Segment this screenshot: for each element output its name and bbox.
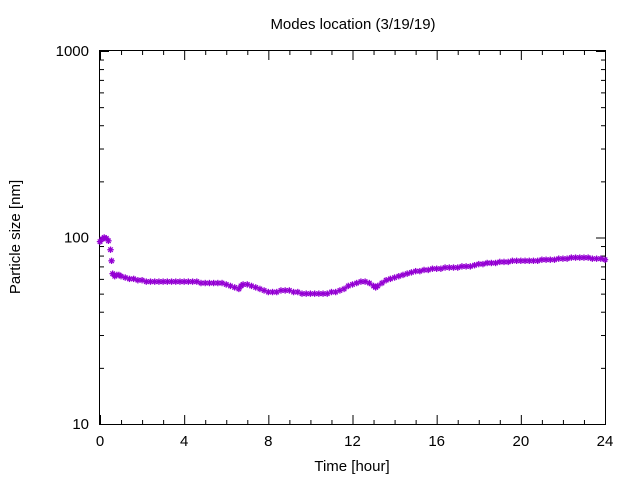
data-point [366, 279, 373, 287]
data-point [239, 281, 247, 288]
x-tick-label: 20 [512, 433, 529, 450]
x-axis-label: Time [hour] [314, 458, 389, 475]
data-point [107, 246, 114, 253]
x-tick-label: 4 [180, 433, 188, 450]
data-point [108, 257, 115, 265]
x-tick-label: 12 [344, 433, 361, 450]
x-tick-label: 16 [428, 433, 445, 450]
data-point [214, 279, 222, 287]
data-point [374, 282, 381, 290]
data-point [168, 278, 175, 285]
data-point [483, 259, 491, 267]
data-point [589, 255, 596, 262]
axis-ticks [100, 51, 606, 425]
y-axis-label: Particle size [nm] [7, 180, 24, 294]
data-point [319, 290, 327, 297]
data-point [324, 290, 331, 297]
y-tick-label: 10 [72, 416, 89, 433]
data-points [96, 234, 609, 297]
data-point [450, 264, 457, 271]
data-point [340, 285, 348, 293]
data-point [425, 266, 432, 274]
data-point [189, 278, 196, 285]
data-point [538, 256, 546, 263]
x-tick-label: 24 [597, 433, 614, 450]
data-point [210, 279, 217, 287]
tick-labels: 0 4 8 12 16 20 24 10 100 1000 [56, 43, 614, 450]
data-point [458, 263, 466, 270]
chart-title: Modes location (3/19/19) [270, 16, 435, 33]
y-tick-label: 1000 [56, 43, 89, 60]
data-point [105, 237, 112, 245]
data-point [601, 256, 609, 263]
data-point [126, 275, 133, 283]
data-point [547, 256, 554, 263]
data-point [223, 281, 230, 288]
data-point [159, 278, 167, 285]
data-point [568, 254, 575, 261]
plot-frame [99, 50, 606, 425]
x-tick-label: 8 [264, 433, 272, 450]
data-point [290, 288, 297, 296]
y-tick-label: 100 [64, 230, 89, 247]
data-point [378, 279, 386, 287]
data-point [526, 257, 533, 265]
data-point [172, 278, 179, 285]
data-point [143, 278, 150, 285]
data-point [496, 258, 503, 266]
x-tick-label: 0 [96, 433, 104, 450]
